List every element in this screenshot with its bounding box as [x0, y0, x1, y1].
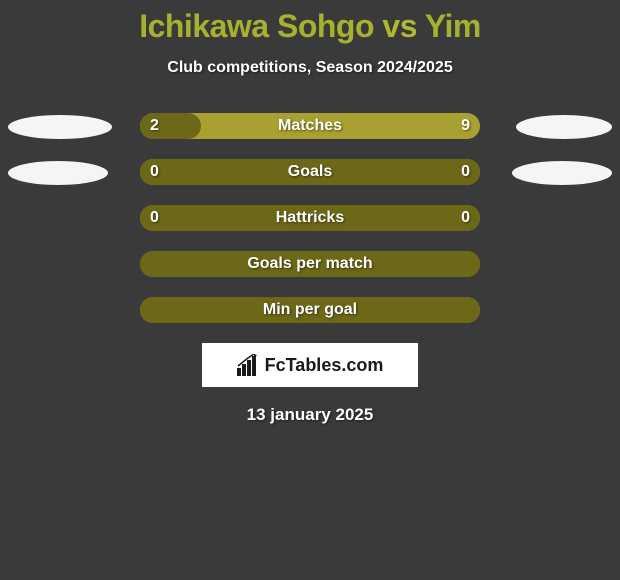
page-title: Ichikawa Sohgo vs Yim	[0, 8, 620, 45]
stat-bar: 00Hattricks	[140, 205, 480, 231]
stat-label: Goals	[140, 159, 480, 185]
player1-name: Ichikawa Sohgo	[139, 8, 374, 44]
player2-name: Yim	[425, 8, 481, 44]
stat-label: Matches	[140, 113, 480, 139]
stats-rows: 29Matches 00Goals 00Hattricks Goals per mat…	[0, 113, 620, 325]
stat-row: 00Hattricks	[0, 205, 620, 233]
stat-row: Min per goal	[0, 297, 620, 325]
stat-bar: 29Matches	[140, 113, 480, 139]
stat-row: Goals per match	[0, 251, 620, 279]
brand-text: FcTables.com	[265, 355, 384, 376]
stat-bar: Goals per match	[140, 251, 480, 277]
player1-badge	[8, 161, 108, 185]
stat-bar: Min per goal	[140, 297, 480, 323]
player2-badge	[512, 161, 612, 185]
stat-label: Goals per match	[140, 251, 480, 277]
comparison-card: Ichikawa Sohgo vs Yim Club competitions,…	[0, 0, 620, 425]
player1-badge	[8, 115, 112, 139]
bar-chart-icon	[237, 354, 261, 376]
subtitle: Club competitions, Season 2024/2025	[0, 59, 620, 77]
stat-label: Min per goal	[140, 297, 480, 323]
stat-label: Hattricks	[140, 205, 480, 231]
player2-badge	[516, 115, 612, 139]
stat-row: 00Goals	[0, 159, 620, 187]
vs-text: vs	[382, 8, 417, 44]
stat-bar: 00Goals	[140, 159, 480, 185]
brand-logo[interactable]: FcTables.com	[202, 343, 418, 387]
date-text: 13 january 2025	[0, 405, 620, 425]
stat-row: 29Matches	[0, 113, 620, 141]
